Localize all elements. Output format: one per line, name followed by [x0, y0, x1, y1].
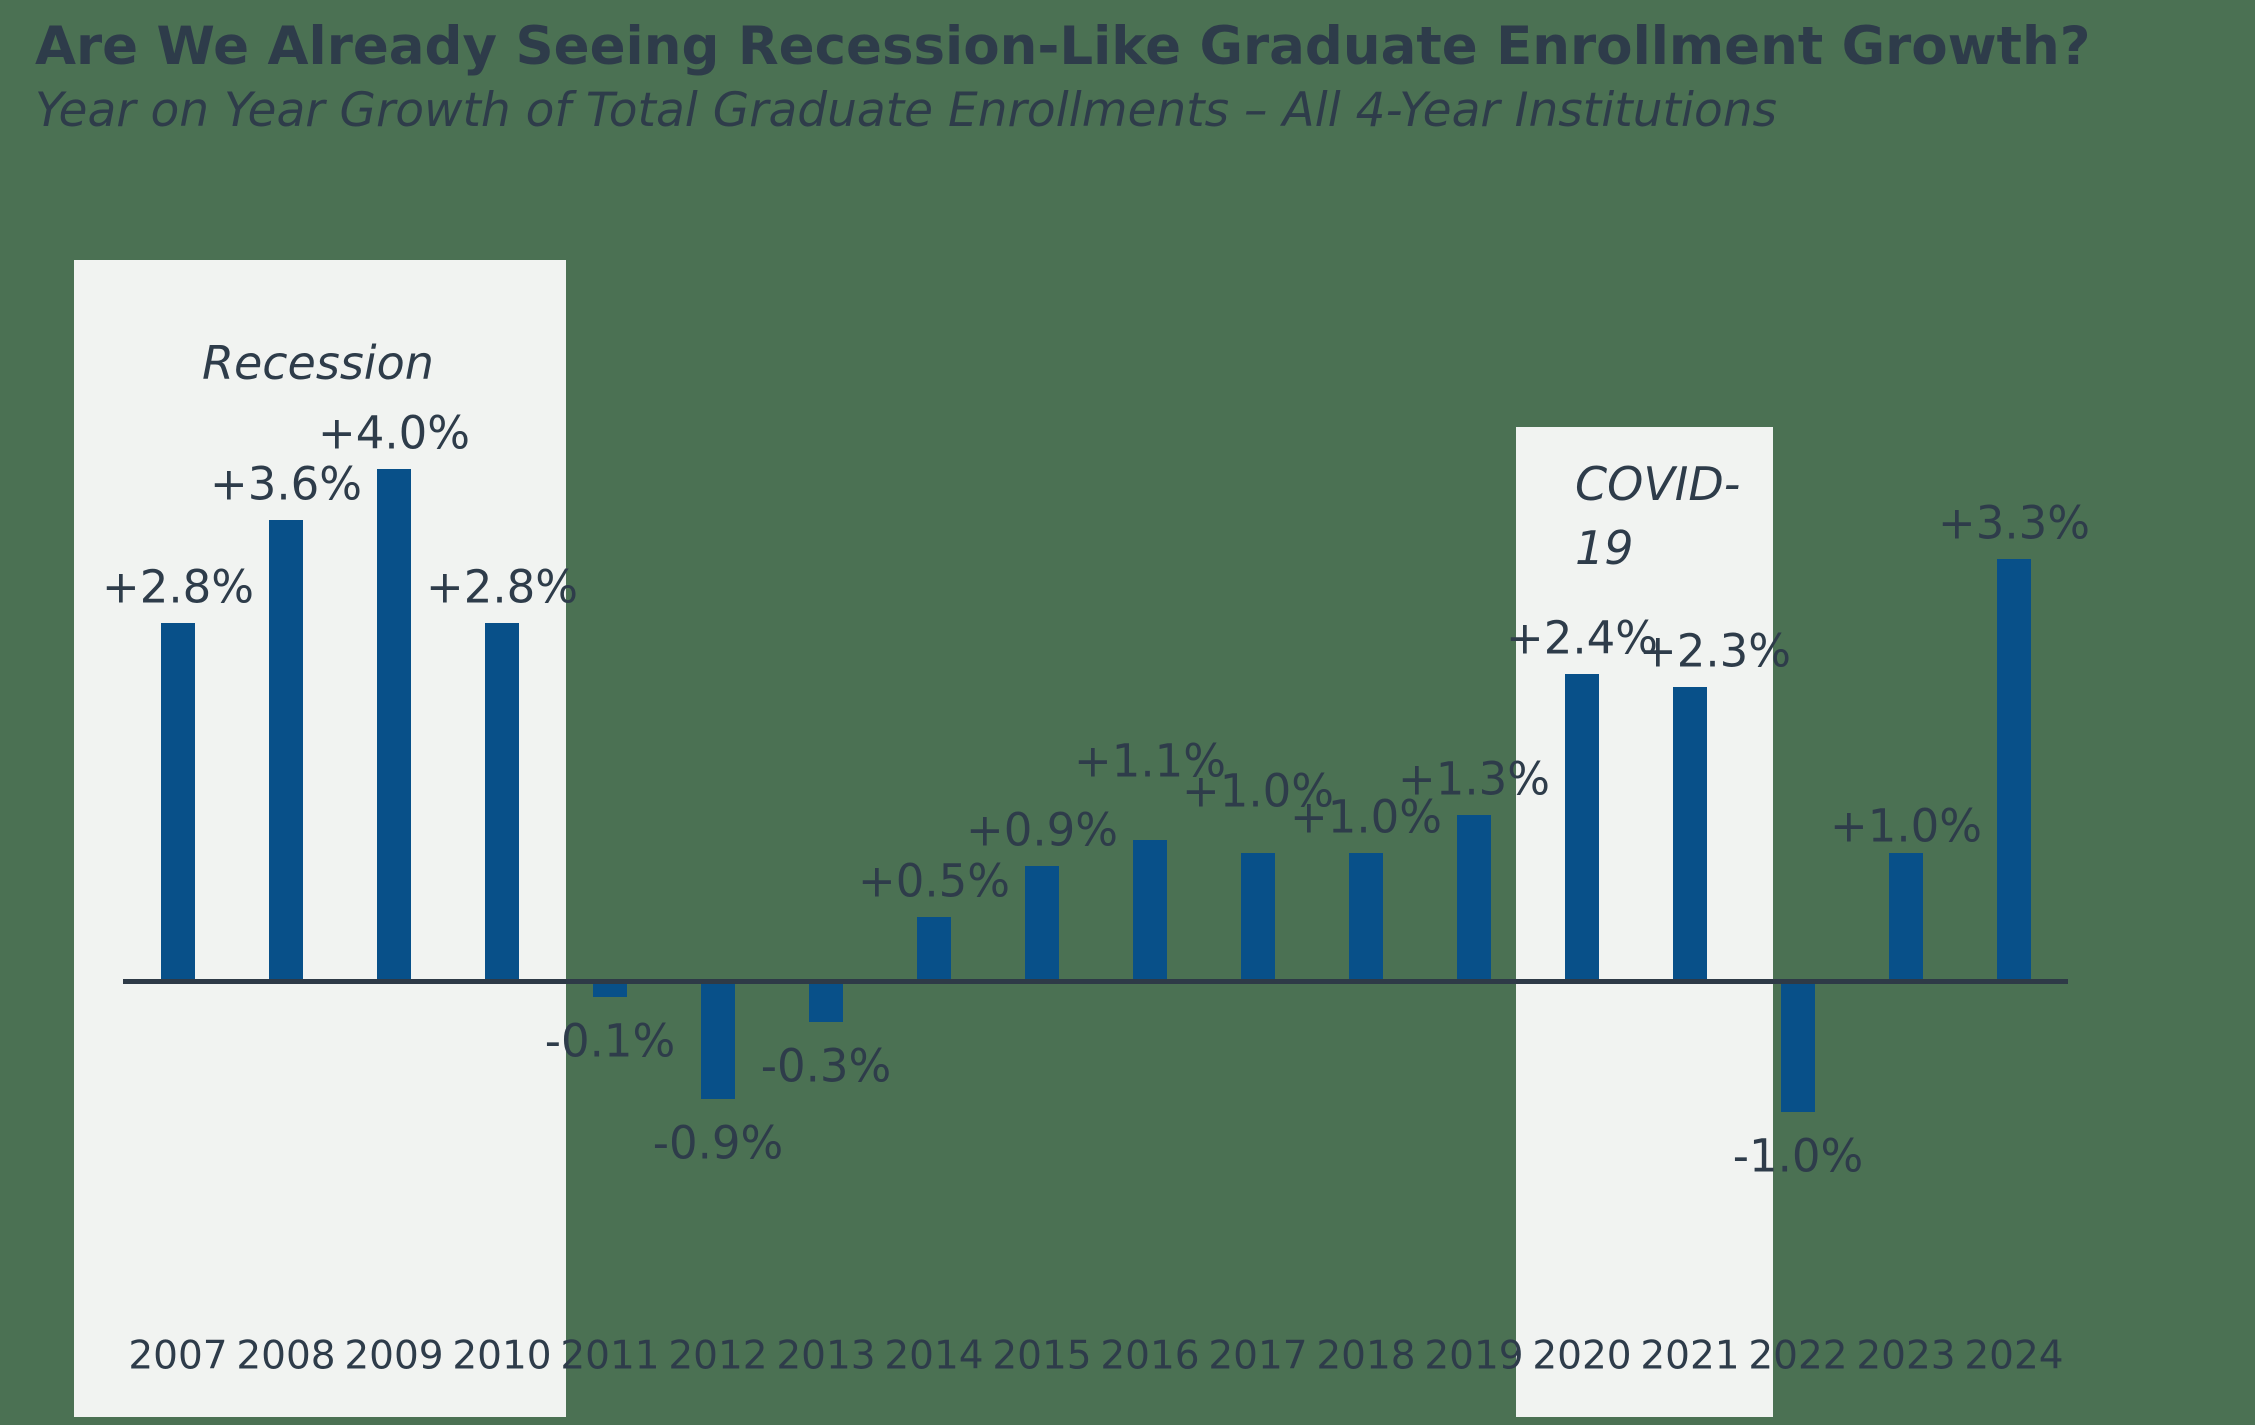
value-label-2020: +2.4% [1505, 611, 1659, 665]
bar-2019 [1457, 814, 1491, 984]
value-label-2017: +1.0% [1181, 764, 1335, 818]
bar-2022 [1781, 981, 1815, 1112]
year-label-2013: 2013 [776, 1333, 876, 1379]
value-label-2013: -0.3% [760, 1039, 892, 1093]
x-axis-line [123, 979, 2068, 984]
year-label-2009: 2009 [344, 1333, 444, 1379]
covid-19-band-label: COVID-19 [1575, 457, 1741, 576]
value-label-2018: +1.0% [1289, 790, 1443, 844]
bar-2011 [593, 981, 627, 997]
value-label-2012: -0.9% [652, 1116, 784, 1170]
year-label-2024: 2024 [1964, 1333, 2064, 1379]
year-label-2019: 2019 [1424, 1333, 1524, 1379]
year-label-2016: 2016 [1100, 1333, 1200, 1379]
bar-2009 [377, 469, 411, 984]
year-label-2007: 2007 [128, 1333, 228, 1379]
bar-2012 [701, 981, 735, 1100]
year-label-2008: 2008 [236, 1333, 336, 1379]
value-label-2011: -0.1% [544, 1014, 676, 1068]
value-label-2014: +0.5% [857, 854, 1011, 908]
bar-2023 [1889, 853, 1923, 984]
bar-2007 [161, 622, 195, 984]
value-label-2022: -1.0% [1732, 1129, 1864, 1183]
value-label-2010: +2.8% [425, 560, 579, 614]
value-label-2009: +4.0% [317, 406, 471, 460]
value-label-2024: +3.3% [1937, 496, 2091, 550]
value-label-2007: +2.8% [101, 560, 255, 614]
bar-2020 [1565, 673, 1599, 984]
value-label-2021: +2.3% [1638, 624, 1792, 678]
bar-2024 [1997, 558, 2031, 984]
chart-title: Are We Already Seeing Recession-Like Gra… [35, 16, 2091, 77]
chart-subtitle: Year on Year Growth of Total Graduate En… [35, 83, 1778, 138]
bar-2008 [269, 520, 303, 984]
year-label-2021: 2021 [1640, 1333, 1740, 1379]
bar-2017 [1241, 853, 1275, 984]
value-label-2008: +3.6% [209, 457, 363, 511]
year-label-2010: 2010 [452, 1333, 552, 1379]
bar-2010 [485, 622, 519, 984]
value-label-2023: +1.0% [1829, 799, 1983, 853]
value-label-2015: +0.9% [965, 803, 1119, 857]
year-label-2015: 2015 [992, 1333, 1092, 1379]
recession-band [74, 260, 566, 1417]
bar-2016 [1133, 840, 1167, 984]
bar-2013 [809, 981, 843, 1023]
bar-2018 [1349, 853, 1383, 984]
year-label-2014: 2014 [884, 1333, 984, 1379]
year-label-2022: 2022 [1748, 1333, 1848, 1379]
recession-band-label: Recession [202, 336, 434, 390]
year-label-2017: 2017 [1208, 1333, 1308, 1379]
value-label-2019: +1.3% [1397, 752, 1551, 806]
covid-19-band [1516, 427, 1773, 1417]
bar-2014 [917, 917, 951, 984]
bar-2015 [1025, 865, 1059, 984]
year-label-2023: 2023 [1856, 1333, 1956, 1379]
year-label-2020: 2020 [1532, 1333, 1632, 1379]
year-label-2018: 2018 [1316, 1333, 1416, 1379]
year-label-2011: 2011 [560, 1333, 660, 1379]
bar-2021 [1673, 686, 1707, 984]
year-label-2012: 2012 [668, 1333, 768, 1379]
value-label-2016: +1.1% [1073, 734, 1227, 788]
